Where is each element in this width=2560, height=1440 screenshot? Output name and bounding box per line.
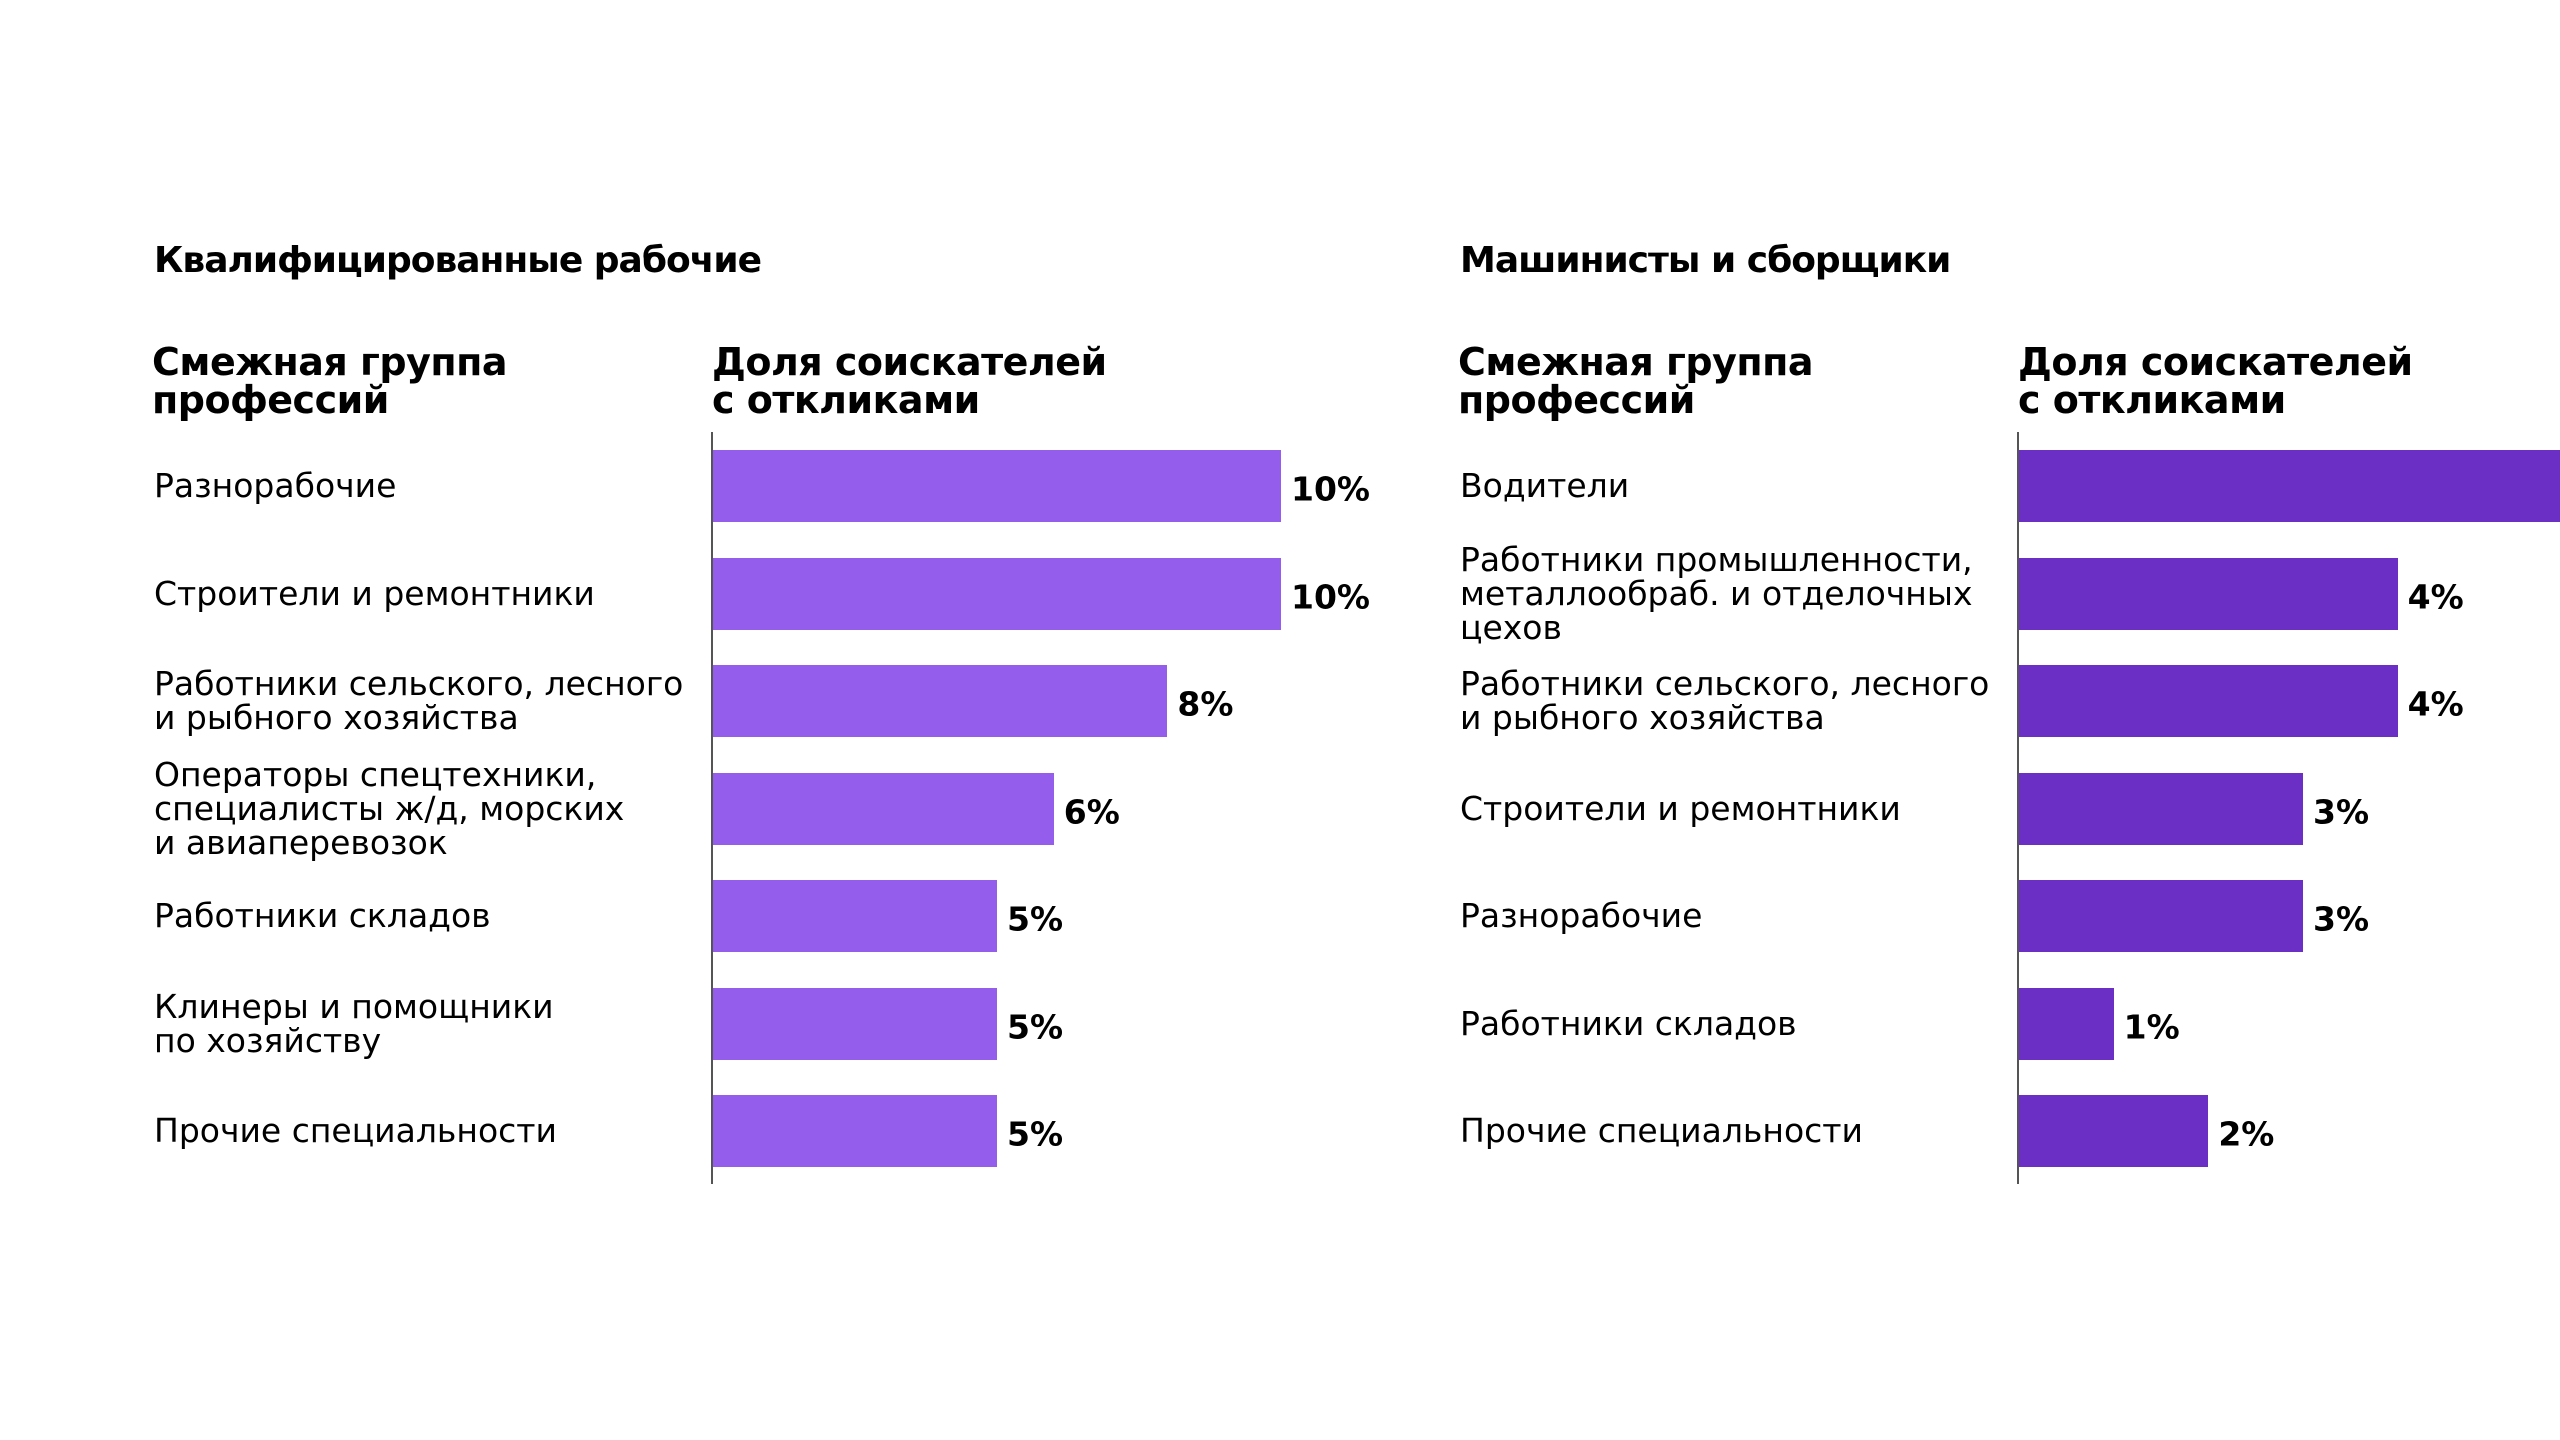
bar <box>713 665 1168 737</box>
y-axis-line <box>2017 432 2019 1184</box>
bar <box>713 880 997 952</box>
value-label: 5% <box>1007 1007 1064 1046</box>
value-label: 2% <box>2218 1114 2275 1154</box>
category-column-header: Смежная группа профессий <box>1458 340 1814 422</box>
bar <box>2019 772 2303 845</box>
bar <box>713 1095 997 1167</box>
bar <box>2019 557 2398 630</box>
category-label: Строители и ремонтники <box>154 573 595 613</box>
category-label: Операторы спецтехники, специалисты ж/д, … <box>154 754 625 862</box>
value-label: 6% <box>1063 792 1120 831</box>
value-label: 5% <box>1007 1114 1064 1154</box>
value-label: 4% <box>2407 684 2464 724</box>
category-label: Работники сельского, лесного и рыбного х… <box>154 664 684 737</box>
category-label: Работники сельского, лесного и рыбного х… <box>1460 664 1990 737</box>
chart-panel-machinists-assemblers: Машинисты и сборщики Смежная группа проф… <box>1458 0 2560 1440</box>
chart-panel-skilled-workers: Квалифицированные рабочие Смежная группа… <box>152 0 1392 1440</box>
category-label: Строители и ремонтники <box>1460 788 1901 828</box>
category-label: Прочие специальности <box>154 1111 557 1150</box>
value-label: 4% <box>2407 577 2464 616</box>
value-column-header: Доля соискателей с откликами <box>2018 340 2413 422</box>
category-label: Разнорабочие <box>1460 896 1703 935</box>
bar <box>2019 987 2114 1060</box>
bar <box>713 557 1281 630</box>
category-column-header: Смежная группа профессий <box>152 340 508 422</box>
category-label: Работники промышленности, металлообраб. … <box>1460 539 1973 647</box>
category-label: Клинеры и помощники по хозяйству <box>154 986 554 1060</box>
value-label: 3% <box>2313 792 2370 831</box>
chart-title: Машинисты и сборщики <box>1460 240 1951 281</box>
chart-title: Квалифицированные рабочие <box>154 240 762 281</box>
bar <box>713 772 1054 845</box>
bar <box>713 987 997 1060</box>
value-label: 3% <box>2313 899 2370 939</box>
y-axis-line <box>711 432 713 1184</box>
bar <box>2019 880 2303 952</box>
value-label: 10% <box>1291 469 1370 509</box>
value-label: 10% <box>1291 577 1370 616</box>
bar <box>2019 450 2560 522</box>
bar <box>2019 1095 2209 1167</box>
category-label: Разнорабочие <box>154 466 397 505</box>
bar <box>2019 665 2398 737</box>
bar <box>713 450 1281 522</box>
category-label: Прочие специальности <box>1460 1111 1863 1150</box>
value-label: 5% <box>1007 899 1064 939</box>
category-label: Водители <box>1460 466 1630 505</box>
value-label: 1% <box>2123 1007 2180 1046</box>
value-column-header: Доля соискателей с откликами <box>712 340 1107 422</box>
category-label: Работники складов <box>1460 1003 1797 1043</box>
category-label: Работники складов <box>154 896 491 935</box>
value-label: 8% <box>1177 684 1234 724</box>
